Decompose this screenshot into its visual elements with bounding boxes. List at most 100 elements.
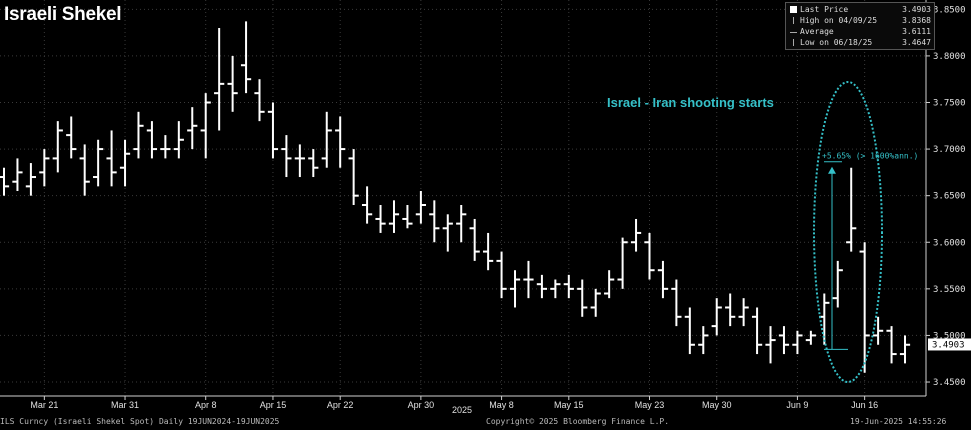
legend-tick-marker xyxy=(793,17,794,24)
y-tick-label: 3.5000 xyxy=(933,331,966,341)
legend-line-marker xyxy=(790,32,797,33)
ohlc-bar xyxy=(361,186,373,224)
ohlc-bar xyxy=(442,214,453,252)
ohlc-bar xyxy=(496,251,507,299)
ohlc-bar xyxy=(79,144,90,196)
ohlc-bar xyxy=(240,21,252,94)
ohlc-bar xyxy=(630,218,642,252)
x-tick-label: Mar 31 xyxy=(111,400,139,410)
ohlc-bar xyxy=(375,204,386,233)
y-tick-label: 3.7500 xyxy=(933,98,966,108)
y-tick-label: 3.4500 xyxy=(933,378,966,388)
ohlc-bar xyxy=(751,307,763,355)
ohlc-bar xyxy=(294,144,305,178)
ohlc-bar xyxy=(550,279,561,299)
x-tick-label: Mar 21 xyxy=(30,400,58,410)
ohlc-bar xyxy=(604,270,615,299)
ohlc-bar xyxy=(765,326,776,364)
ohlc-bar xyxy=(415,191,426,224)
legend-average: Average 3.6111 xyxy=(790,27,931,37)
y-tick-label: 3.8500 xyxy=(933,5,966,15)
ohlc-bar xyxy=(523,260,534,299)
ohlc-bar xyxy=(899,335,911,364)
ohlc-bar xyxy=(684,307,695,355)
ohlc-bar xyxy=(25,163,37,196)
x-tick-label: May 30 xyxy=(702,400,732,410)
ohlc-bar xyxy=(563,274,574,299)
x-tick-label: May 8 xyxy=(489,400,514,410)
move-label: +5.65% (> 1600%ann.) xyxy=(822,152,918,161)
ohlc-bar xyxy=(846,167,857,252)
ohlc-bar xyxy=(456,204,467,243)
ohlc-bar xyxy=(187,107,198,150)
legend-tick-marker xyxy=(793,39,794,46)
chart-title: Israeli Shekel xyxy=(4,4,122,25)
ohlc-bar xyxy=(886,326,897,364)
ohlc-bar xyxy=(617,237,628,289)
ohlc-bar xyxy=(509,270,521,308)
ohlc-bar xyxy=(402,204,413,229)
ohlc-bar xyxy=(200,93,211,159)
ohlc-bar xyxy=(792,330,803,355)
ohlc-bar xyxy=(671,279,682,327)
ohlc-bar xyxy=(348,149,359,205)
x-tick-label: Apr 8 xyxy=(195,400,217,410)
y-tick-label: 3.5500 xyxy=(933,285,966,295)
y-tick-label: 3.6000 xyxy=(933,238,966,248)
ohlc-bar xyxy=(577,279,588,317)
legend-low: Low on 06/18/25 3.4647 xyxy=(790,38,931,48)
ohlc-bars xyxy=(0,21,911,373)
x-tick-label: Jun 16 xyxy=(851,400,878,410)
x-tick-label: May 15 xyxy=(554,400,584,410)
ohlc-bar xyxy=(254,79,265,122)
ohlc-bar xyxy=(321,111,332,168)
ohlc-bar xyxy=(119,139,131,187)
ohlc-bar xyxy=(429,200,440,243)
ohlc-bar xyxy=(698,326,709,355)
footer-source: ILS Curncy (Israeli Shekel Spot) Daily 1… xyxy=(0,417,280,426)
legend-last-price: Last Price 3.4903 xyxy=(790,5,931,15)
ohlc-bar xyxy=(227,55,238,112)
x-tick-label: Apr 30 xyxy=(408,400,435,410)
ohlc-bar xyxy=(146,121,158,159)
x-tick-label: Apr 15 xyxy=(260,400,287,410)
ohlc-bar xyxy=(657,260,669,299)
footer-timestamp: 19-Jun-2025 14:55:26 xyxy=(850,417,947,426)
y-tick-label: 3.8000 xyxy=(933,52,966,62)
ohlc-bar xyxy=(805,330,816,345)
ohlc-bar xyxy=(536,274,548,299)
ohlc-bar xyxy=(738,298,749,327)
ohlc-bar xyxy=(644,232,655,280)
x-tick-label: Jun 9 xyxy=(786,400,808,410)
ohlc-bar xyxy=(0,167,10,196)
annotations: Israel - Iran shooting starts +5.65% (> 1… xyxy=(607,81,918,383)
ohlc-bar xyxy=(388,200,400,233)
ohlc-bar xyxy=(160,135,171,159)
ohlc-bar xyxy=(725,293,736,327)
move-arrow-head xyxy=(828,166,836,174)
ohlc-bar xyxy=(52,121,63,173)
ohlc-bar xyxy=(859,242,870,373)
highlight-ellipse xyxy=(813,81,883,383)
y-tick-label: 3.7000 xyxy=(933,145,966,155)
ohlc-bar xyxy=(469,218,480,261)
x-tick-label: May 23 xyxy=(635,400,665,410)
event-annotation: Israel - Iran shooting starts xyxy=(607,95,774,110)
ohlc-bar xyxy=(106,130,117,187)
y-axis: 3.4500 3.5000 3.5500 3.6000 3.6500 3.7000 3.75… xyxy=(925,0,971,396)
ohlc-bar xyxy=(12,158,23,192)
ohlc-bar xyxy=(173,121,184,159)
legend-high: High on 04/09/25 3.8368 xyxy=(790,16,931,26)
ohlc-bar xyxy=(778,326,790,355)
ohlc-bar xyxy=(872,316,884,345)
ohlc-bar xyxy=(214,27,225,131)
x-axis: Mar 21 Mar 31 Apr 8 Apr 15 Apr 22 Apr 30 May 8… xyxy=(0,395,926,415)
footer-copyright: Copyright© 2025 Bloomberg Finance L.P. xyxy=(486,417,670,426)
ohlc-bar xyxy=(711,298,722,336)
legend-box: Last Price 3.4903 High on 04/09/25 3.836… xyxy=(785,2,935,50)
ohlc-bar xyxy=(66,116,77,159)
ohlc-bar xyxy=(335,116,346,168)
ohlc-bar xyxy=(133,111,144,159)
x-grid-lines xyxy=(43,0,866,396)
